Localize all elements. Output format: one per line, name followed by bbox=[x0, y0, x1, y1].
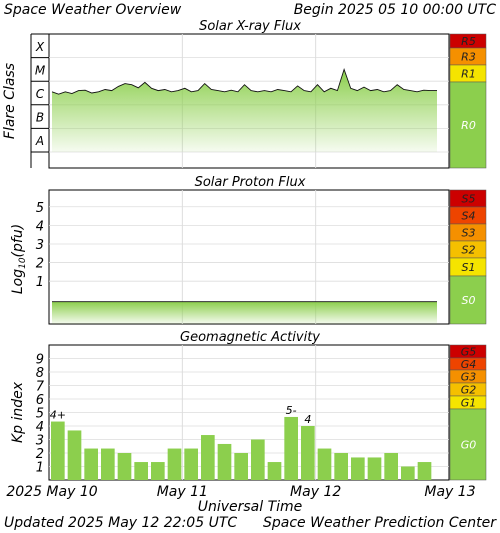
proton-scale-s0 bbox=[449, 275, 487, 325]
kp-scale-label: G2 bbox=[461, 384, 477, 397]
kp-bar bbox=[217, 443, 232, 480]
kp-bar bbox=[117, 453, 132, 480]
kp-bar bbox=[384, 453, 398, 480]
proton-ytick: 5 bbox=[36, 201, 44, 216]
xray-class-label: M bbox=[35, 63, 46, 77]
kp-ytick: 1 bbox=[36, 461, 44, 476]
x-axis-label: Universal Time bbox=[198, 499, 303, 515]
xray-area bbox=[52, 69, 437, 152]
xray-scale-label: R0 bbox=[461, 119, 476, 132]
proton-panel: Solar Proton Flux 1 2 3 4 5 Log10(pfu) S5 S4 S3 S2… bbox=[10, 175, 487, 325]
kp-bar-label: 5- bbox=[286, 404, 297, 417]
kp-bar bbox=[234, 453, 248, 480]
kp-scale-label: G3 bbox=[461, 371, 477, 384]
kp-bar bbox=[417, 462, 432, 480]
kp-title: Geomagnetic Activity bbox=[180, 330, 320, 345]
xray-class-label: C bbox=[36, 87, 45, 101]
xray-line bbox=[51, 67, 437, 95]
kp-bar bbox=[284, 416, 298, 480]
kp-ytick: 8 bbox=[36, 366, 44, 381]
xray-ylabel: Flare Class bbox=[2, 63, 18, 139]
kp-ytick: 6 bbox=[36, 393, 44, 408]
kp-bar bbox=[251, 439, 265, 480]
kp-scale-label: G1 bbox=[461, 397, 477, 410]
kp-bar-label: 4 bbox=[304, 413, 311, 426]
kp-scale-label: G0 bbox=[461, 439, 477, 452]
kp-bar bbox=[401, 466, 415, 480]
xray-class-label: X bbox=[35, 40, 45, 54]
kp-bar bbox=[101, 448, 115, 480]
kp-bar bbox=[317, 448, 332, 480]
xray-class-label: B bbox=[36, 111, 44, 125]
x-axis-tick: May 11 bbox=[157, 484, 208, 500]
xray-scale-label: R3 bbox=[461, 51, 476, 64]
header-title: Space Weather Overview bbox=[4, 2, 182, 18]
proton-ylabel: Log10(pfu) bbox=[10, 224, 28, 294]
x-axis-tick: 2025 May 10 bbox=[6, 484, 97, 500]
x-axis-tick: May 12 bbox=[290, 484, 341, 500]
proton-ytick: 3 bbox=[36, 238, 44, 253]
footer-source: Space Weather Prediction Center bbox=[263, 515, 497, 531]
xray-class-label: A bbox=[35, 134, 44, 148]
kp-bar bbox=[351, 457, 365, 480]
proton-scale-label: S3 bbox=[462, 227, 476, 240]
xray-title: Solar X-ray Flux bbox=[199, 19, 301, 34]
kp-ylabel: Kp index bbox=[10, 381, 26, 443]
proton-ylabel-unit: (pfu) bbox=[10, 224, 26, 258]
xray-scale-label: R5 bbox=[461, 35, 476, 48]
proton-area bbox=[52, 301, 437, 324]
kp-bar bbox=[301, 426, 315, 480]
kp-bar bbox=[151, 462, 165, 480]
proton-scale-label: S4 bbox=[462, 210, 476, 223]
kp-scale-label: G4 bbox=[461, 358, 477, 371]
proton-ytick: 2 bbox=[36, 257, 44, 272]
kp-scale-label: G5 bbox=[461, 346, 477, 359]
kp-bar bbox=[134, 462, 148, 480]
xray-scale-r0 bbox=[449, 81, 487, 169]
kp-ytick: 7 bbox=[36, 380, 45, 395]
kp-scale-g0 bbox=[449, 408, 487, 481]
proton-scale-label: S2 bbox=[462, 244, 476, 257]
kp-bar bbox=[367, 457, 382, 480]
proton-scale-label: S1 bbox=[462, 261, 476, 274]
proton-ylabel-log: Log bbox=[10, 269, 26, 294]
kp-bar bbox=[184, 448, 198, 480]
xray-scale-label: R1 bbox=[461, 68, 476, 81]
kp-bar bbox=[51, 421, 65, 480]
kp-ytick: 3 bbox=[36, 434, 44, 449]
x-axis-tick: May 13 bbox=[424, 484, 475, 500]
proton-title: Solar Proton Flux bbox=[195, 175, 306, 190]
kp-bar bbox=[84, 448, 98, 480]
proton-ytick: 1 bbox=[36, 275, 44, 290]
kp-ytick: 9 bbox=[36, 353, 44, 368]
proton-ylabel-sub: 10 bbox=[18, 257, 28, 269]
proton-scale-label: S5 bbox=[462, 193, 476, 206]
kp-ytick: 5 bbox=[36, 407, 44, 422]
proton-scale-label: S0 bbox=[462, 294, 476, 307]
header-begin: Begin 2025 05 10 00:00 UTC bbox=[294, 2, 497, 18]
kp-bar bbox=[267, 462, 282, 480]
kp-ytick: 2 bbox=[36, 447, 44, 462]
kp-bar bbox=[334, 453, 348, 480]
proton-ytick: 4 bbox=[36, 219, 44, 234]
kp-bar bbox=[167, 448, 182, 480]
footer-updated: Updated 2025 May 12 22:05 UTC bbox=[4, 515, 237, 531]
kp-bar-label: 4+ bbox=[50, 409, 66, 422]
kp-ytick: 4 bbox=[36, 420, 44, 435]
kp-bar bbox=[201, 435, 215, 480]
kp-bar bbox=[67, 430, 82, 480]
